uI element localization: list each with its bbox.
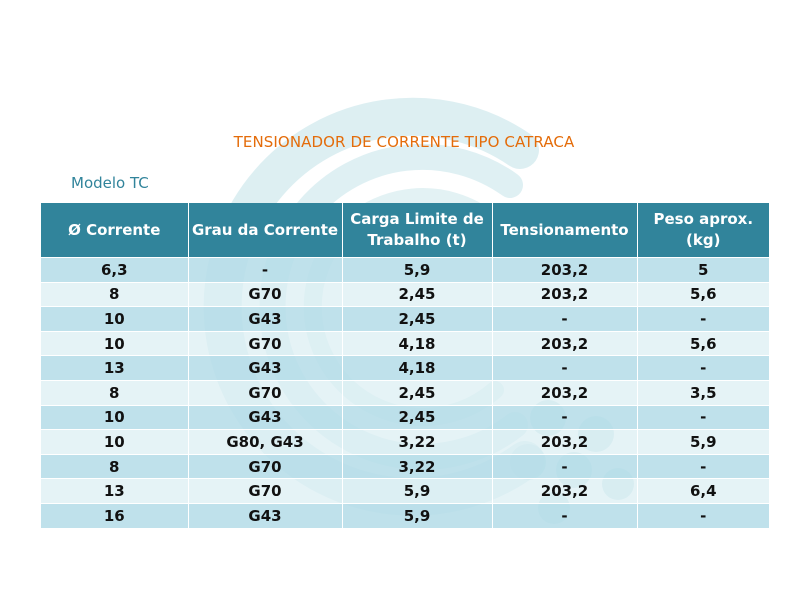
cell-tension: 203,2 — [492, 379, 638, 406]
page-title: TENSIONADOR DE CORRENTE TIPO CATRACA — [233, 133, 575, 151]
cell-grade: G43 — [188, 306, 343, 332]
cell-diameter: 6,3 — [41, 257, 189, 283]
cell-weight: - — [637, 453, 769, 479]
header-diameter: Ø Corrente — [41, 203, 189, 258]
specs-table: Ø Corrente Grau da Corrente Carga Limite… — [41, 203, 769, 528]
cell-tension: - — [492, 306, 638, 332]
cell-diameter: 13 — [41, 478, 189, 504]
cell-weight: - — [637, 306, 769, 332]
table-row: 10 G70 4,18 203,2 5,6 — [41, 330, 769, 356]
cell-diameter: 10 — [41, 306, 189, 332]
cell-diameter: 16 — [41, 502, 189, 528]
cell-working-load: 4,18 — [342, 330, 493, 356]
cell-tension: - — [492, 404, 638, 430]
cell-grade: G43 — [188, 502, 343, 528]
cell-working-load: 2,45 — [342, 306, 493, 332]
cell-weight: 6,4 — [637, 478, 769, 504]
header-tension: Tensionamento — [492, 203, 638, 258]
cell-tension: 203,2 — [492, 257, 638, 283]
cell-working-load: 3,22 — [342, 429, 493, 455]
cell-grade: G70 — [188, 453, 343, 479]
cell-weight: 5,6 — [637, 281, 769, 307]
cell-weight: - — [637, 502, 769, 528]
cell-grade: G70 — [188, 379, 343, 406]
cell-weight: 5,6 — [637, 330, 769, 356]
model-subtitle: Modelo TC — [71, 174, 149, 192]
cell-working-load: 5,9 — [342, 502, 493, 528]
table-row: 10 G80, G43 3,22 203,2 5,9 — [41, 429, 769, 455]
table-row: 6,3-5,9 203,2 5 — [41, 257, 769, 283]
cell-working-load: 2,45 — [342, 379, 493, 406]
cell-tension: - — [492, 502, 638, 528]
table-body: 6,3-5,9 203,2 5 8 G70 2,45 203,2 5,6 10 G43 2,45- -… — [41, 257, 769, 528]
cell-tension: - — [492, 453, 638, 479]
cell-tension: 203,2 — [492, 330, 638, 356]
cell-diameter: 8 — [41, 281, 189, 307]
table-row: 8 G70 2,45 203,2 5,6 — [41, 281, 769, 307]
cell-diameter: 8 — [41, 453, 189, 479]
cell-tension: 203,2 — [492, 429, 638, 455]
cell-weight: 3,5 — [637, 379, 769, 406]
table-row: 13 G43 4,18- - — [41, 355, 769, 381]
table-header-row: Ø Corrente Grau da Corrente Carga Limite… — [41, 203, 769, 258]
cell-tension: 203,2 — [492, 478, 638, 504]
table-row: 8 G70 3,22- - — [41, 453, 769, 479]
cell-working-load: 2,45 — [342, 404, 493, 430]
cell-grade: G70 — [188, 478, 343, 504]
cell-working-load: 3,22 — [342, 453, 493, 479]
cell-grade: - — [188, 257, 343, 283]
cell-grade: G70 — [188, 330, 343, 356]
cell-working-load: 5,9 — [342, 478, 493, 504]
cell-diameter: 10 — [41, 429, 189, 455]
header-grade: Grau da Corrente — [188, 203, 343, 258]
cell-working-load: 4,18 — [342, 355, 493, 381]
cell-tension: 203,2 — [492, 281, 638, 307]
cell-diameter: 10 — [41, 330, 189, 356]
cell-grade: G80, G43 — [188, 429, 343, 455]
cell-diameter: 13 — [41, 355, 189, 381]
header-weight: Peso aprox. (kg) — [637, 203, 769, 258]
cell-weight: - — [637, 355, 769, 381]
cell-diameter: 8 — [41, 379, 189, 406]
cell-working-load: 5,9 — [342, 257, 493, 283]
cell-grade: G70 — [188, 281, 343, 307]
cell-working-load: 2,45 — [342, 281, 493, 307]
cell-weight: 5 — [637, 257, 769, 283]
table-row: 16 G43 5,9- - — [41, 502, 769, 528]
cell-weight: - — [637, 404, 769, 430]
header-working-load: Carga Limite de Trabalho (t) — [342, 203, 493, 258]
table-row: 13 G70 5,9 203,2 6,4 — [41, 478, 769, 504]
cell-grade: G43 — [188, 404, 343, 430]
table-row: 10 G43 2,45- - — [41, 404, 769, 430]
table-row: 10 G43 2,45- - — [41, 306, 769, 332]
cell-tension: - — [492, 355, 638, 381]
cell-weight: 5,9 — [637, 429, 769, 455]
cell-grade: G43 — [188, 355, 343, 381]
table-row: 8 G70 2,45 203,2 3,5 — [41, 379, 769, 406]
cell-diameter: 10 — [41, 404, 189, 430]
